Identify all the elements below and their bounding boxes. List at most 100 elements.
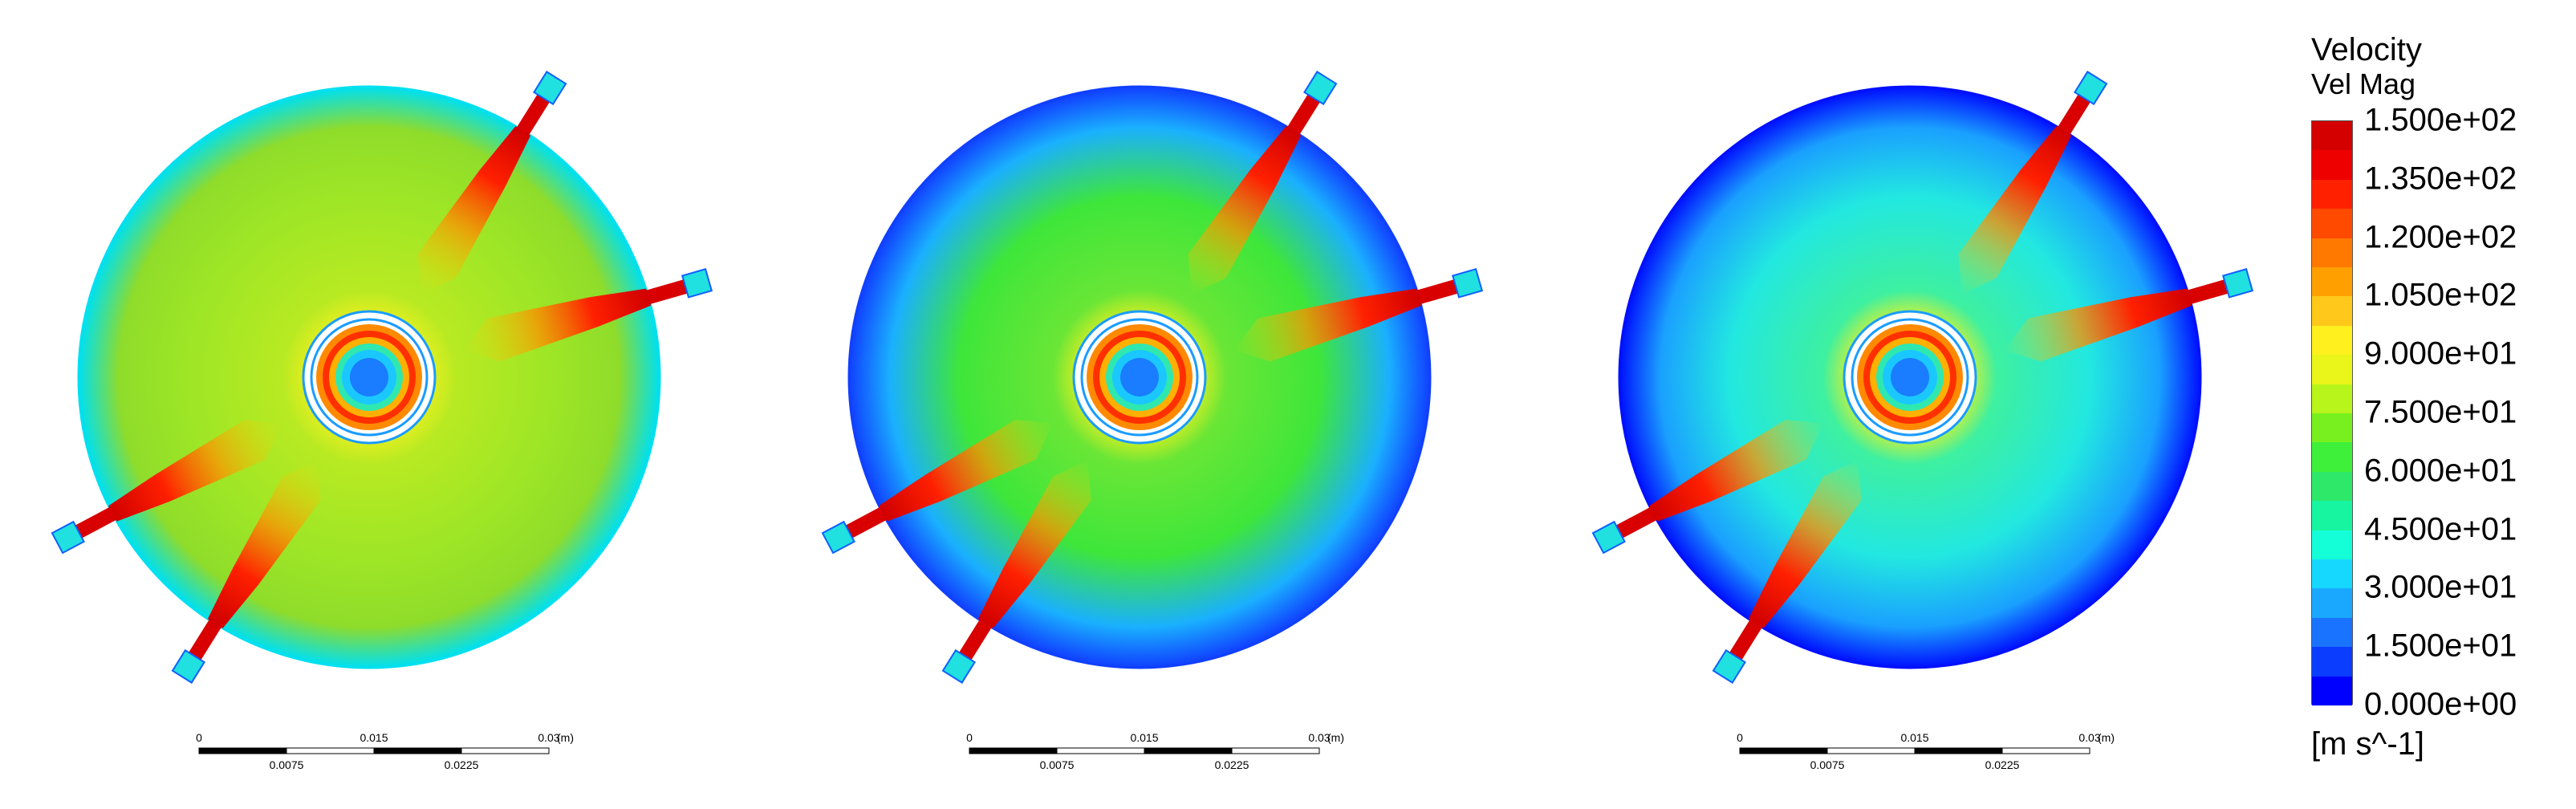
legend-band bbox=[2312, 209, 2352, 239]
jet-plume bbox=[879, 420, 1054, 522]
legend-tick-label: 6.000e+01 bbox=[2364, 453, 2517, 489]
contour-panel-2: 0 0.015 0.03 (m) 0.0075 0.0225 bbox=[770, 0, 1541, 809]
nozzle-hot bbox=[188, 612, 226, 662]
scale-bar: 0 0.015 0.03(m) 0.0075 0.0225 bbox=[966, 731, 1344, 771]
hub-ring bbox=[1891, 358, 1929, 396]
scale-bar-label: 0.015 bbox=[360, 731, 388, 744]
scale-bar-unit: (m) bbox=[2098, 731, 2115, 744]
nozzle-hot bbox=[512, 92, 551, 142]
nozzle-hot bbox=[74, 503, 124, 539]
jet-plume bbox=[977, 460, 1091, 628]
inlet-jet bbox=[1712, 460, 1862, 684]
scale-bar-segment bbox=[1739, 747, 1828, 754]
nozzle-inlet bbox=[1452, 268, 1484, 299]
contour-svg: 0 0.015 0.03(m) 0.0075 0.0225 bbox=[51, 71, 713, 771]
scale-bar-label: 0.0075 bbox=[270, 758, 304, 771]
nozzle-hot bbox=[844, 503, 894, 539]
scale-bar-label: 0.0225 bbox=[445, 758, 479, 771]
scale-bar-segment bbox=[198, 747, 287, 754]
nozzle-hot bbox=[2179, 278, 2230, 307]
scale-bar-segment bbox=[1144, 747, 1233, 754]
nozzle-inlet bbox=[533, 71, 567, 106]
nozzle-hot bbox=[958, 612, 997, 662]
legend-band bbox=[2312, 617, 2352, 648]
scale-bar-label: 0.03 bbox=[1308, 731, 1330, 744]
inlet-jet bbox=[1591, 420, 1824, 555]
legend-band bbox=[2312, 413, 2352, 443]
legend-tick-label: 1.500e+01 bbox=[2364, 628, 2517, 664]
scale-bar-segment bbox=[1056, 747, 1145, 754]
scale-bar-label: 0.0225 bbox=[1215, 758, 1249, 771]
scale-bar-label: 0.03 bbox=[538, 731, 559, 744]
legend-color-bar bbox=[2311, 120, 2353, 706]
jet-plume bbox=[207, 460, 321, 628]
legend-band bbox=[2312, 355, 2352, 385]
nozzle-hot bbox=[1282, 92, 1321, 142]
jet-plume bbox=[1958, 126, 2072, 295]
legend-tick-label: 4.500e+01 bbox=[2364, 511, 2517, 547]
scale-bar-unit: (m) bbox=[1327, 731, 1344, 744]
contour-panel-3: 0 0.015 0.03 (m) 0.0075 0.0225 bbox=[1541, 0, 2311, 809]
legend-tick-label: 3.000e+01 bbox=[2364, 569, 2517, 605]
legend-band bbox=[2312, 588, 2352, 619]
legend-tick-label: 7.500e+01 bbox=[2364, 394, 2517, 430]
scale-bar-segment bbox=[373, 747, 462, 754]
legend-band bbox=[2312, 296, 2352, 327]
nozzle-hot bbox=[1615, 503, 1664, 539]
inlet-jet bbox=[1188, 71, 1338, 295]
hub-ring bbox=[350, 358, 388, 396]
nozzle-inlet bbox=[941, 648, 976, 684]
nozzle-inlet bbox=[821, 520, 855, 555]
inlet-jet bbox=[941, 460, 1091, 684]
contour-svg: 0 0.015 0.03(m) 0.0075 0.0225 bbox=[1591, 71, 2254, 771]
scale-bar-segment bbox=[1231, 747, 1320, 754]
legend-band bbox=[2312, 676, 2352, 706]
legend-tick-label: 9.000e+01 bbox=[2364, 335, 2517, 372]
contour-svg: 0 0.015 0.03(m) 0.0075 0.0225 bbox=[821, 71, 1484, 771]
legend-band bbox=[2312, 471, 2352, 502]
legend-tick-label: 1.050e+02 bbox=[2364, 277, 2517, 313]
jet-plume bbox=[1748, 460, 1862, 628]
legend-band bbox=[2312, 530, 2352, 560]
scale-bar-label: 0.015 bbox=[1900, 731, 1928, 744]
legend-title: Velocity bbox=[2311, 32, 2422, 67]
legend-tick-label: 0.000e+00 bbox=[2364, 686, 2517, 722]
jet-plume bbox=[2004, 288, 2192, 362]
jet-plume bbox=[417, 126, 531, 295]
inlet-jet bbox=[821, 420, 1054, 555]
legend-band bbox=[2312, 238, 2352, 268]
color-legend: Velocity Vel Mag 1.500e+02 1.350e+02 1.200… bbox=[2295, 32, 2576, 787]
legend-band bbox=[2312, 150, 2352, 181]
scale-bar-segment bbox=[286, 747, 375, 754]
inlet-jet bbox=[51, 420, 283, 555]
nozzle-inlet bbox=[2222, 268, 2254, 299]
scale-bar-label: 0.0075 bbox=[1040, 758, 1075, 771]
nozzle-inlet bbox=[681, 268, 713, 299]
inlet-jet bbox=[1233, 268, 1484, 362]
scale-bar-label: 0.0225 bbox=[1985, 758, 2020, 771]
legend-unit: [m s^-1] bbox=[2311, 726, 2424, 762]
jet-plume bbox=[1649, 420, 1824, 522]
legend-band bbox=[2312, 647, 2352, 677]
contour-panel-1: 0 0.015 0.03 (m) 0.0075 0.0225 bbox=[0, 0, 770, 809]
scale-bar-segment bbox=[1914, 747, 2003, 754]
scale-bar-segment bbox=[969, 747, 1058, 754]
scale-bar-label: 0.0075 bbox=[1810, 758, 1845, 771]
legend-band bbox=[2312, 442, 2352, 473]
jet-plume bbox=[1233, 288, 1422, 362]
jet-plume bbox=[463, 288, 652, 362]
legend-tick-label: 1.200e+02 bbox=[2364, 219, 2517, 255]
inlet-jet bbox=[417, 71, 567, 295]
scale-bar: 0 0.015 0.03(m) 0.0075 0.0225 bbox=[196, 731, 574, 771]
inlet-jet bbox=[171, 460, 321, 684]
legend-band bbox=[2312, 179, 2352, 209]
legend-band bbox=[2312, 325, 2352, 356]
jet-plume bbox=[108, 420, 283, 522]
scale-bar-segment bbox=[2001, 747, 2090, 754]
scale-bar-unit: (m) bbox=[557, 731, 574, 744]
scale-bar-segment bbox=[461, 747, 550, 754]
nozzle-inlet bbox=[2074, 71, 2108, 106]
inlet-jet bbox=[1958, 71, 2108, 295]
legend-band bbox=[2312, 501, 2352, 531]
nozzle-hot bbox=[1408, 278, 1460, 307]
